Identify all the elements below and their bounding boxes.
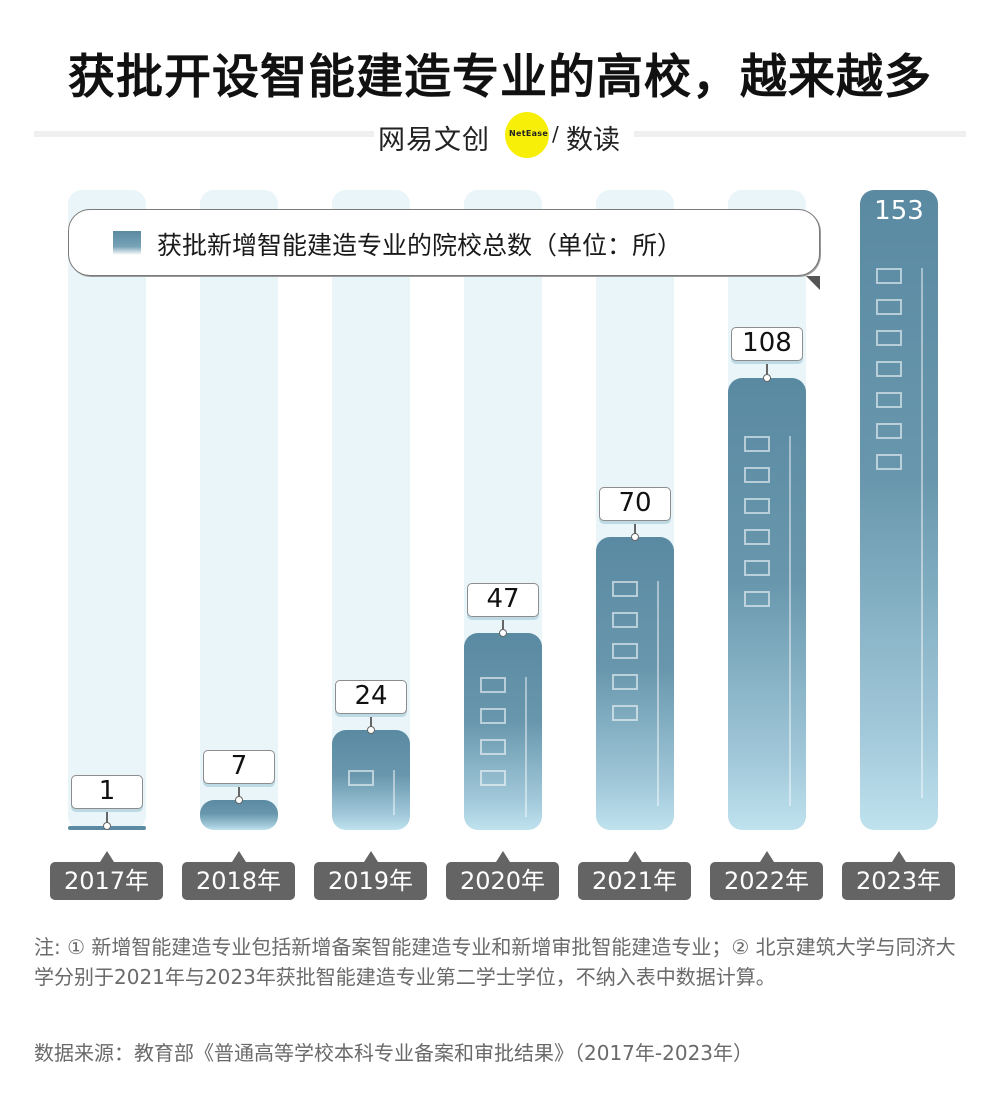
value-connector bbox=[766, 362, 768, 378]
footnote: 注: ① 新增智能建造专业包括新增备案智能建造专业和新增审批智能建造专业；② 北… bbox=[34, 935, 956, 989]
value-label-2018: 7 bbox=[203, 750, 275, 784]
brand-name-en: NetEase bbox=[509, 129, 549, 138]
value-node-icon bbox=[499, 629, 507, 637]
brand-name-cn: 网易文创 bbox=[378, 125, 490, 156]
building-window-icon bbox=[744, 498, 770, 514]
value-label-2020: 47 bbox=[467, 583, 539, 617]
building-window-icon bbox=[612, 612, 638, 628]
chart-legend: 获批新增智能建造专业的院校总数（单位：所） bbox=[68, 209, 820, 276]
legend-swatch-icon bbox=[113, 231, 141, 255]
brand-divider-right bbox=[634, 131, 966, 137]
building-window-icon bbox=[876, 423, 902, 439]
brand-column-name: 数读 bbox=[566, 125, 620, 156]
building-window-icon bbox=[744, 467, 770, 483]
building-window-icon bbox=[876, 361, 902, 377]
building-window-icon bbox=[876, 454, 902, 470]
building-window-icon bbox=[480, 677, 506, 693]
bar-2021 bbox=[596, 537, 674, 830]
building-window-icon bbox=[480, 708, 506, 724]
building-window-icon bbox=[480, 739, 506, 755]
building-window-icon bbox=[744, 560, 770, 576]
bar-2018 bbox=[200, 800, 278, 830]
year-label-2019: 2019年 bbox=[314, 851, 427, 900]
building-pole bbox=[921, 268, 923, 798]
building-window-icon bbox=[612, 705, 638, 721]
building-pole bbox=[525, 677, 527, 817]
value-node-icon bbox=[103, 822, 111, 830]
year-label-2020: 2020年 bbox=[446, 851, 559, 900]
value-label-2019: 24 bbox=[335, 680, 407, 714]
year-label-2023: 2023年 bbox=[842, 851, 955, 900]
legend-tail bbox=[806, 276, 820, 290]
value-node-icon bbox=[763, 374, 771, 382]
bar-2022 bbox=[728, 378, 806, 830]
building-window-icon bbox=[744, 591, 770, 607]
bar-2019 bbox=[332, 730, 410, 830]
data-source: 数据来源：教育部《普通高等学校本科专业备案和审批结果》（2017年-2023年） bbox=[34, 1041, 754, 1065]
value-connector bbox=[106, 809, 108, 826]
column-background-2018 bbox=[200, 190, 278, 830]
value-label-2023: 153 bbox=[874, 196, 924, 226]
building-pole bbox=[393, 770, 395, 815]
brand-logo: 网易文创 NetEase / 数读 bbox=[376, 112, 632, 158]
value-node-icon bbox=[631, 533, 639, 541]
year-label-2017: 2017年 bbox=[50, 851, 163, 900]
value-connector bbox=[502, 617, 504, 633]
bar-2020 bbox=[464, 633, 542, 830]
year-label-2018: 2018年 bbox=[182, 851, 295, 900]
value-connector bbox=[370, 714, 372, 730]
value-connector bbox=[634, 521, 636, 537]
chart-title: 获批开设智能建造专业的高校，越来越多 bbox=[68, 50, 932, 105]
building-window-icon bbox=[480, 770, 506, 786]
building-window-icon bbox=[876, 299, 902, 315]
building-window-icon bbox=[876, 330, 902, 346]
column-background-2017 bbox=[68, 190, 146, 830]
bar-2023 bbox=[860, 190, 938, 830]
brand-yellow-dot-icon bbox=[505, 112, 549, 158]
building-window-icon bbox=[348, 770, 374, 786]
value-node-icon bbox=[367, 726, 375, 734]
legend-label: 获批新增智能建造专业的院校总数（单位：所） bbox=[157, 231, 683, 260]
building-window-icon bbox=[612, 581, 638, 597]
value-label-2021: 70 bbox=[599, 487, 671, 521]
value-label-2017: 1 bbox=[71, 775, 143, 809]
building-window-icon bbox=[744, 529, 770, 545]
building-window-icon bbox=[744, 436, 770, 452]
value-connector bbox=[238, 784, 240, 800]
value-node-icon bbox=[235, 796, 243, 804]
building-pole bbox=[789, 436, 791, 806]
year-label-2021: 2021年 bbox=[578, 851, 691, 900]
brand-separator: / bbox=[552, 122, 559, 146]
building-window-icon bbox=[876, 268, 902, 284]
building-window-icon bbox=[612, 643, 638, 659]
value-label-2022: 108 bbox=[731, 327, 803, 361]
building-pole bbox=[657, 581, 659, 806]
building-window-icon bbox=[876, 392, 902, 408]
year-label-2022: 2022年 bbox=[710, 851, 823, 900]
brand-divider-left bbox=[34, 131, 374, 137]
building-window-icon bbox=[612, 674, 638, 690]
